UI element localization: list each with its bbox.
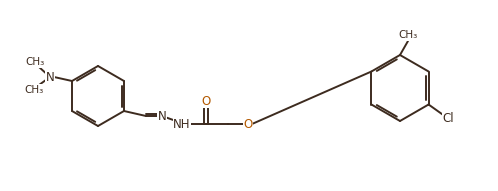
Text: O: O	[244, 117, 252, 130]
Text: N: N	[157, 109, 166, 122]
Text: NH: NH	[173, 117, 191, 130]
Text: N: N	[46, 70, 54, 83]
Text: O: O	[201, 95, 211, 108]
Text: CH₃: CH₃	[25, 57, 45, 67]
Text: CH₃: CH₃	[24, 85, 44, 95]
Text: CH₃: CH₃	[398, 30, 418, 40]
Text: Cl: Cl	[443, 112, 454, 125]
